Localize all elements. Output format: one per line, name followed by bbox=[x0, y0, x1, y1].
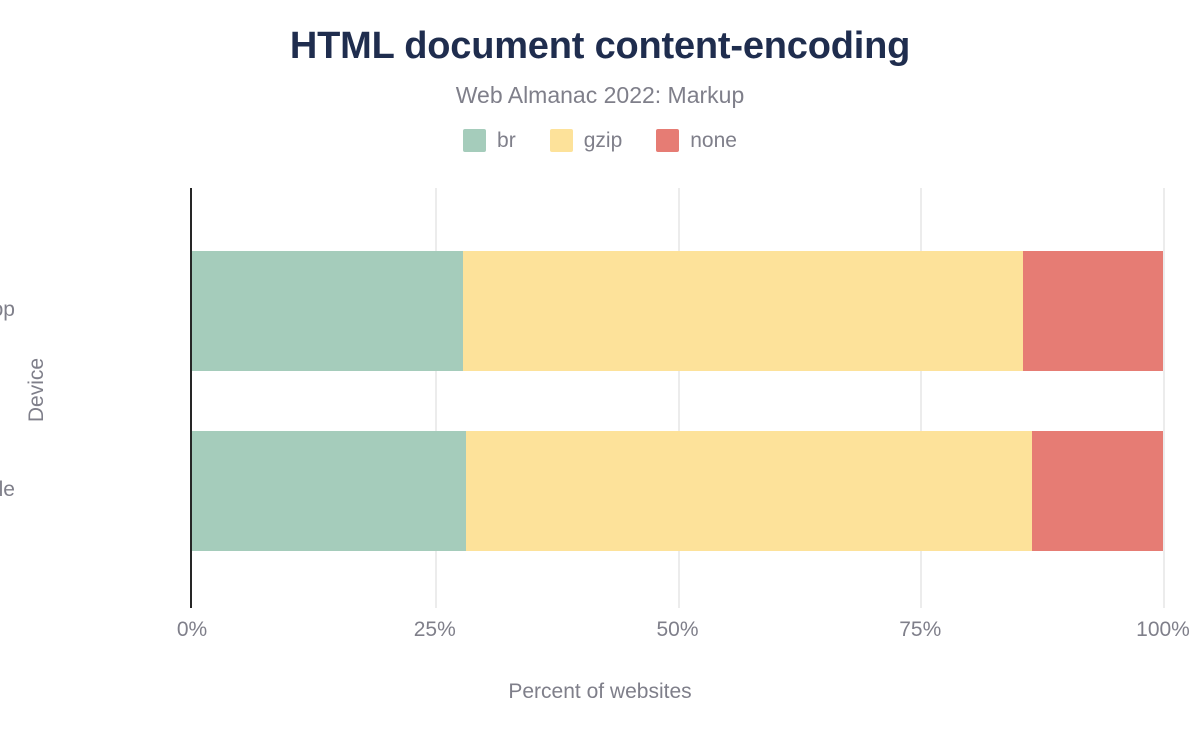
legend-label-br: br bbox=[497, 128, 516, 152]
x-tick-label: 75% bbox=[899, 618, 942, 641]
bar-row bbox=[192, 251, 1163, 371]
bar-segment-br[interactable] bbox=[192, 251, 463, 371]
y-axis-line bbox=[190, 188, 192, 608]
x-tick-label: 25% bbox=[413, 618, 456, 641]
chart-legend: br gzip none bbox=[0, 129, 1200, 153]
chart-header: HTML document content-encoding Web Alman… bbox=[0, 0, 1200, 109]
x-axis-title: Percent of websites bbox=[508, 680, 692, 703]
plot-area bbox=[192, 188, 1165, 608]
x-tick-label: 0% bbox=[176, 618, 208, 641]
gridline bbox=[434, 188, 437, 608]
legend-swatch-none bbox=[656, 129, 680, 153]
legend-swatch-br bbox=[463, 129, 487, 153]
gridline bbox=[677, 188, 680, 608]
y-tick-label-mobile: mobile bbox=[0, 478, 15, 501]
bar-segment-none[interactable] bbox=[1023, 251, 1163, 371]
legend-item-none[interactable]: none bbox=[656, 129, 737, 153]
y-tick-label-desktop: desktop bbox=[0, 298, 15, 321]
bar-row bbox=[192, 431, 1163, 551]
legend-label-gzip: gzip bbox=[583, 128, 623, 152]
y-axis-title: Device bbox=[25, 357, 48, 423]
bar-segment-gzip[interactable] bbox=[465, 431, 1032, 551]
chart-subtitle: Web Almanac 2022: Markup bbox=[455, 81, 745, 108]
x-tick-label: 100% bbox=[1136, 618, 1190, 641]
legend-item-gzip[interactable]: gzip bbox=[549, 128, 623, 153]
plot-wrapper: Device desktop mobile 0% 25% 50% 75% 100% Pe… bbox=[0, 186, 1200, 742]
legend-label-none: none bbox=[690, 128, 737, 152]
gridline bbox=[1163, 188, 1165, 608]
legend-item-br[interactable]: br bbox=[463, 129, 516, 153]
bar-segment-gzip[interactable] bbox=[462, 251, 1024, 371]
gridline bbox=[920, 188, 923, 608]
bar-segment-none[interactable] bbox=[1031, 431, 1163, 551]
chart-title: HTML document content-encoding bbox=[289, 25, 911, 67]
legend-swatch-gzip bbox=[549, 129, 573, 153]
bar-segment-br[interactable] bbox=[192, 431, 466, 551]
x-tick-label: 50% bbox=[656, 618, 699, 641]
